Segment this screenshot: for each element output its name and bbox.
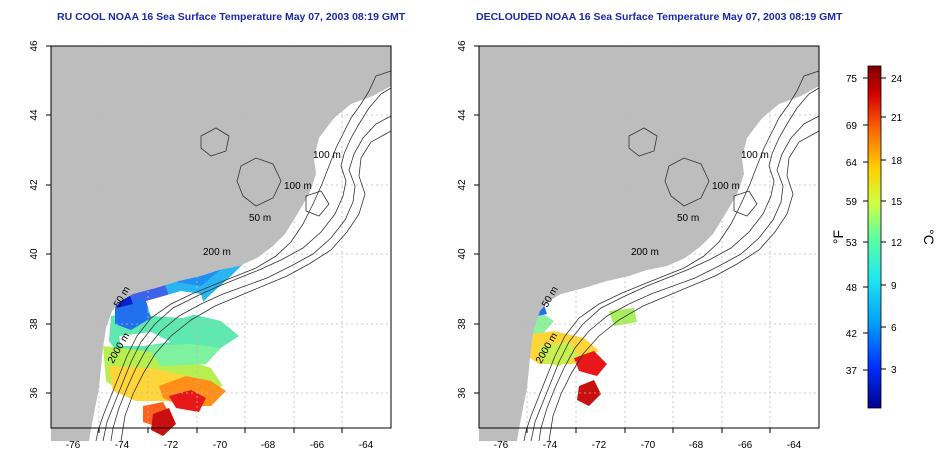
contour-label: 100 m [741,150,769,161]
fahrenheit-tick: 75 [846,74,858,85]
celsius-tick: 9 [891,281,897,292]
axis-ticks [46,45,343,433]
lat-tick-label: 40 [457,248,468,260]
lon-tick-label: -74 [115,440,130,451]
contour-label: 100 m [313,150,341,161]
axis-ticks [474,45,771,433]
map-frame [478,45,820,429]
contour-label: 200 m [203,247,231,258]
fahrenheit-tick: 69 [846,121,858,132]
celsius-tick: 6 [891,323,897,334]
lon-tick-label: -64 [787,440,802,451]
right-map-panel: 100 m 100 m 50 m 200 m 50 m 2000 m -76 -… [457,40,820,451]
contour-label: 100 m [712,181,740,192]
lon-tick-label: -68 [689,440,704,451]
map-frame [50,45,392,429]
lon-tick-label: -72 [592,440,607,451]
lon-tick-label: -66 [310,440,325,451]
fahrenheit-axis-label: °F [830,230,846,244]
lon-tick-labels: -76 -74 -72 -70 -68 -66 -64 [66,440,374,451]
celsius-tick: 3 [891,365,897,376]
lon-tick-label: -76 [494,440,509,451]
lat-tick-label: 38 [457,318,468,330]
lon-tick-labels: -76 -74 -72 -70 -68 -66 -64 [494,440,802,451]
celsius-tick-labels: 24 21 18 15 12 9 6 3 [891,74,903,376]
fahrenheit-tick: 53 [846,238,858,249]
left-map-panel: 100 m 100 m 50 m 200 m 50 m 2000 m -76 -… [29,40,392,451]
colorbar-gradient [867,65,882,409]
celsius-tick: 15 [891,197,903,208]
temperature-colorbar: 75 69 64 59 53 48 42 37 24 21 18 15 12 9… [830,65,937,409]
lon-tick-label: -66 [738,440,753,451]
lon-tick-label: -64 [359,440,374,451]
lon-tick-label: -72 [164,440,179,451]
fahrenheit-tick: 48 [846,283,858,294]
lon-tick-label: -74 [543,440,558,451]
fahrenheit-tick-labels: 75 69 64 59 53 48 42 37 [846,74,858,377]
lat-tick-label: 46 [29,40,40,52]
lat-tick-label: 40 [29,248,40,260]
celsius-tick: 24 [891,74,903,85]
contour-label: 50 m [677,213,699,224]
lon-tick-label: -68 [261,440,276,451]
contour-label: 50 m [249,213,271,224]
contour-label: 100 m [284,181,312,192]
celsius-tick: 18 [891,156,903,167]
contour-label: 200 m [631,247,659,258]
fahrenheit-tick: 42 [846,329,858,340]
fahrenheit-tick: 37 [846,366,858,377]
fahrenheit-tick: 59 [846,197,858,208]
fahrenheit-tick: 64 [846,158,858,169]
graticule [479,46,819,428]
lat-tick-label: 44 [457,109,468,121]
celsius-axis-label: °C [921,229,937,245]
celsius-tick: 21 [891,113,903,124]
lat-tick-label: 36 [29,387,40,399]
lat-tick-label: 44 [29,109,40,121]
lon-tick-label: -70 [213,440,228,451]
lon-tick-label: -70 [641,440,656,451]
left-map-title: RU COOL NOAA 16 Sea Surface Temperature … [57,11,406,23]
colorbar-ticks [863,77,886,371]
lat-tick-label: 42 [457,179,468,191]
lat-tick-labels: 46 44 42 40 38 36 [457,40,468,399]
celsius-tick: 12 [891,238,903,249]
lat-tick-label: 36 [457,387,468,399]
lat-tick-label: 42 [29,179,40,191]
lat-tick-labels: 46 44 42 40 38 36 [29,40,40,399]
right-map-title: DECLOUDED NOAA 16 Sea Surface Temperatur… [476,11,843,23]
lon-tick-label: -76 [66,440,81,451]
lat-tick-label: 38 [29,318,40,330]
lat-tick-label: 46 [457,40,468,52]
